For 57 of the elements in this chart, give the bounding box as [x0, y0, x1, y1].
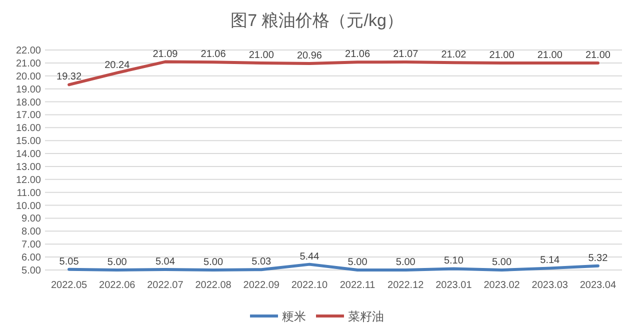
- x-tick-label: 2022.07: [147, 280, 184, 291]
- data-label: 5.14: [540, 255, 560, 266]
- x-tick-label: 2023.02: [484, 280, 520, 291]
- x-tick-label: 2022.11: [340, 280, 376, 291]
- data-label: 5.04: [155, 256, 176, 268]
- chart-title: 图7 粮油价格（元/kg）: [230, 11, 404, 30]
- y-tick-label: 18.00: [16, 97, 42, 108]
- data-label: 19.32: [56, 72, 82, 83]
- x-tick-label: 2023.01: [436, 280, 472, 291]
- y-tick-label: 12.00: [16, 174, 42, 186]
- y-tick-label: 21.00: [16, 58, 42, 70]
- y-tick-label: 13.00: [16, 162, 42, 173]
- data-label: 21.09: [152, 48, 178, 60]
- x-tick-label: 2022.05: [50, 280, 88, 291]
- y-tick-label: 20.00: [16, 71, 42, 82]
- x-tick-label: 2023.03: [532, 280, 568, 291]
- legend-label: 菜籽油: [348, 310, 384, 324]
- data-label: 21.07: [393, 49, 419, 60]
- data-label: 21.06: [345, 49, 370, 60]
- data-label: 5.00: [348, 257, 368, 268]
- data-label: 5.32: [588, 252, 608, 264]
- legend-label: 粳米: [282, 310, 306, 324]
- y-tick-label: 10.00: [16, 200, 42, 212]
- x-tick-label: 2022.06: [99, 280, 136, 291]
- y-tick-label: 22.00: [16, 46, 42, 56]
- y-tick-label: 16.00: [16, 123, 42, 134]
- data-label: 20.24: [104, 60, 130, 71]
- data-label: 5.05: [59, 256, 80, 268]
- data-label: 5.03: [252, 256, 272, 268]
- data-label: 5.00: [492, 257, 512, 268]
- data-label: 5.00: [107, 257, 128, 268]
- data-label: 5.00: [204, 257, 224, 268]
- data-label: 20.96: [296, 50, 322, 62]
- x-tick-label: 2022.10: [291, 280, 328, 291]
- data-label: 5.00: [396, 257, 416, 268]
- y-tick-label: 19.00: [16, 84, 42, 96]
- y-tick-label: 5.00: [22, 266, 42, 276]
- data-label: 21.06: [200, 49, 226, 60]
- y-tick-label: 9.00: [22, 214, 42, 225]
- data-label: 21.00: [585, 50, 611, 61]
- data-label: 5.44: [300, 251, 320, 262]
- y-tick-label: 15.00: [16, 136, 42, 148]
- data-label: 21.00: [537, 50, 563, 61]
- y-tick-label: 6.00: [22, 252, 42, 264]
- x-tick-label: 2022.12: [388, 280, 424, 291]
- x-tick-label: 2023.04: [580, 280, 616, 291]
- data-label: 21.00: [489, 50, 515, 61]
- data-label: 5.10: [444, 256, 464, 267]
- y-tick-label: 7.00: [22, 240, 42, 251]
- y-tick-label: 14.00: [16, 149, 42, 160]
- y-tick-label: 8.00: [22, 226, 42, 238]
- data-label: 21.02: [441, 50, 467, 61]
- x-tick-label: 2022.08: [195, 280, 232, 291]
- x-tick-label: 2022.09: [243, 280, 280, 291]
- y-tick-label: 11.00: [16, 188, 42, 199]
- y-tick-label: 17.00: [16, 110, 42, 122]
- data-label: 21.00: [248, 50, 274, 61]
